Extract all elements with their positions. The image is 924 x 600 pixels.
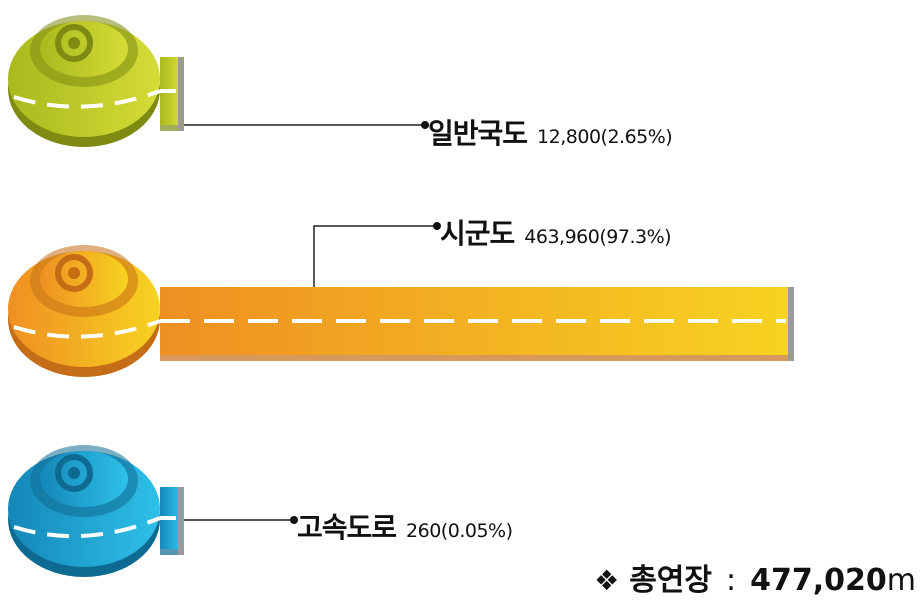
value-label: 463,960(97.3%) <box>524 226 672 248</box>
label-city-county-road: 시군도 463,960(97.3%) <box>440 212 672 252</box>
spiral-center <box>68 467 80 479</box>
spiral-ring <box>55 254 93 292</box>
total-unit: m <box>886 563 916 598</box>
diamond-icon: ❖ <box>594 564 620 597</box>
category-name: 일반국도 <box>428 117 528 150</box>
roll-lane-marking <box>13 516 161 539</box>
leader-dot-2 <box>290 516 298 524</box>
leader-dot-0 <box>421 121 429 129</box>
total-value: 477,020 <box>750 563 887 598</box>
bar-end-0 <box>178 57 184 131</box>
bar-end-2 <box>178 487 184 555</box>
category-name: 고속도로 <box>297 511 397 544</box>
bar-edge-1 <box>160 355 790 361</box>
spiral-center <box>68 37 80 49</box>
bar-end-1 <box>788 287 794 361</box>
bar-edge-0 <box>160 125 180 131</box>
value-label: 12,800(2.65%) <box>537 126 673 148</box>
spiral-ring <box>55 454 93 492</box>
category-name: 시군도 <box>440 217 515 250</box>
total-separator: : <box>726 563 737 598</box>
leader-dot-1 <box>433 222 441 230</box>
spiral-center <box>68 267 80 279</box>
roll-lane-marking <box>13 89 161 109</box>
label-national-road: 일반국도 12,800(2.65%) <box>428 112 673 152</box>
total-label: 총연장 <box>629 563 713 598</box>
label-expressway: 고속도로 260(0.05%) <box>297 506 513 546</box>
total-length: ❖ 총연장:477,020m <box>594 555 916 599</box>
bar-edge-2 <box>160 549 180 555</box>
roll-lane-marking <box>13 319 161 339</box>
value-label: 260(0.05%) <box>406 520 513 542</box>
leader-line-1 <box>313 225 437 287</box>
spiral-ring <box>55 24 93 62</box>
